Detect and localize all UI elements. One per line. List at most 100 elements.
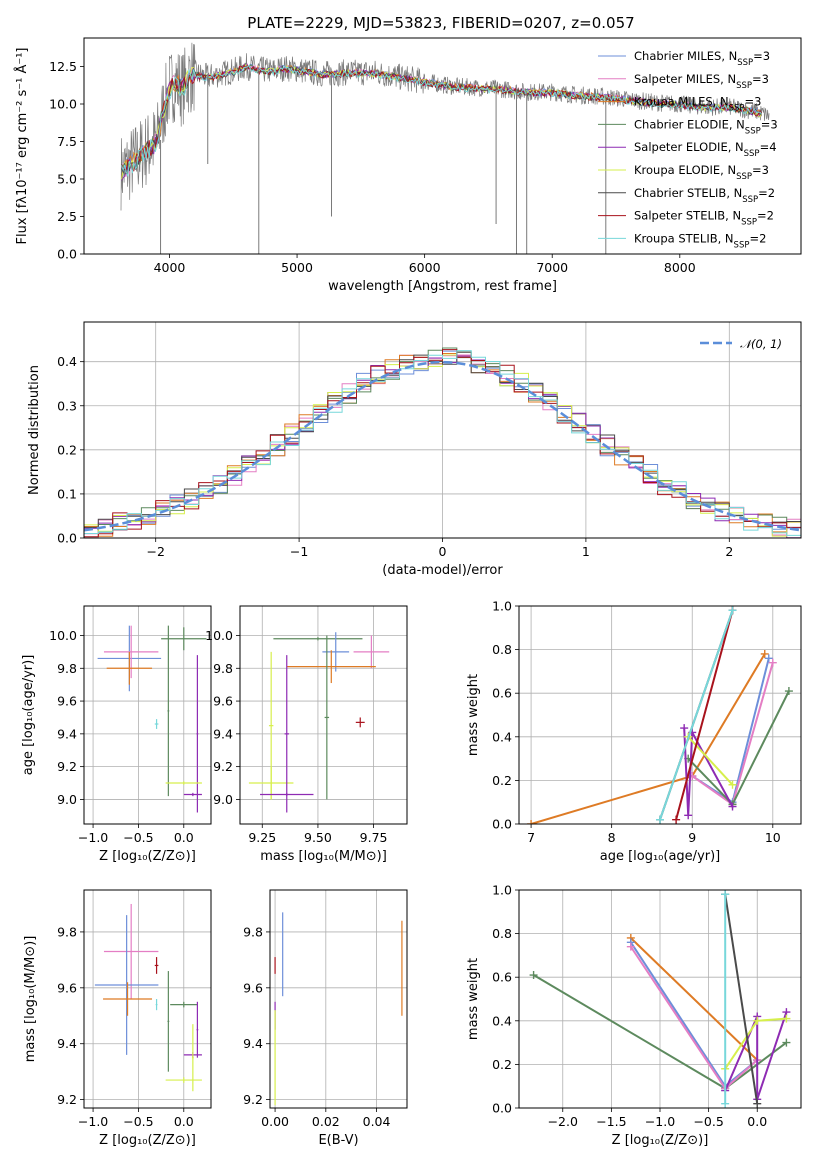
weight-point-marker <box>529 971 538 980</box>
weight_vs_Z-ylabel: mass weight <box>466 958 481 1040</box>
errorbar-point <box>154 719 159 729</box>
errorbar-point <box>284 655 289 813</box>
age_vs_Z-xlabel: Z [log₁₀(Z/Z⊙)] <box>99 849 196 864</box>
weight_vs_age-plot-area <box>527 606 793 824</box>
weight_vs_Z-plot-area <box>529 890 791 1108</box>
mass_vs_ebv-ytick-label: 9.4 <box>243 1036 263 1051</box>
mass_vs_Z-frame <box>83 889 212 1109</box>
weight_vs_age-xtick-label: 7 <box>527 830 535 845</box>
histogram-step-line <box>84 350 801 536</box>
errorbar-point <box>165 781 202 785</box>
weight_vs_Z-xlabel: Z [log₁₀(Z/Z⊙)] <box>612 1133 709 1148</box>
weight_vs_age-ytick-label: 0.6 <box>492 686 512 701</box>
mass_vs_Z-ytick-label: 9.6 <box>57 980 77 995</box>
errorbar-point <box>103 982 153 1016</box>
weight-point-marker <box>527 820 536 824</box>
weight_vs_Z-ytick-label: 0.2 <box>492 1057 512 1072</box>
weight-series-line <box>675 610 734 820</box>
weight-point-marker <box>721 890 730 899</box>
mass_vs_ebv-frame <box>269 889 408 1109</box>
spectrum-frame <box>83 37 802 255</box>
spectrum-ylabel: Flux [fλ10⁻¹⁷ erg cm⁻² s⁻¹ Å⁻¹] <box>14 48 30 245</box>
mass_vs_Z-xtick-label: 0.0 <box>174 1114 194 1129</box>
weight_vs_Z-ytick-label: 0.8 <box>492 926 512 941</box>
weight_vs_Z-panel: −2.0 −1.5 −1.0 −0.5 0.0 0.0 0.2 0.4 0.6 0.8 1.0 Z [… <box>466 883 802 1148</box>
residual_hist-ytick-label: 0.3 <box>57 398 77 413</box>
spectrum-xlabel: wavelength [Angstrom, rest frame] <box>328 279 557 294</box>
weight_vs_age-ytick-label: 0.2 <box>492 773 512 788</box>
weight_vs_age-ylabel: mass weight <box>466 674 481 756</box>
spectrum-ytick-label: 5.0 <box>57 172 77 187</box>
weight-point-marker <box>784 687 793 696</box>
age_vs_Z-frame <box>83 605 212 825</box>
weight-point-marker <box>728 802 737 811</box>
age_vs_mass-plot-area <box>248 632 390 813</box>
errorbar-point <box>286 650 376 684</box>
age_vs_mass-ytick-label: 9.8 <box>213 661 233 676</box>
weight_vs_Z-xtick-label: 0.0 <box>747 1114 767 1129</box>
age_vs_Z-xtick-label: 0.0 <box>174 830 194 845</box>
errorbar-point <box>191 1024 194 1092</box>
age_vs_mass-xtick-label: 9.75 <box>360 830 388 845</box>
legend-label: Chabrier MILES, NSSP=3 <box>634 49 770 68</box>
legend-label: Chabrier STELIB, NSSP=2 <box>634 186 775 205</box>
spectrum-xtick-label: 8000 <box>664 260 696 275</box>
mass_vs_ebv-plot-area <box>274 912 403 1106</box>
errorbar-point <box>106 651 153 685</box>
age_vs_Z-ytick-label: 10.0 <box>49 628 77 643</box>
figure-title: PLATE=2229, MJD=53823, FIBERID=0207, z=0… <box>247 14 634 32</box>
weight_vs_Z-xtick-label: −0.5 <box>693 1114 723 1129</box>
weight_vs_Z-xtick-label: −1.5 <box>596 1114 626 1129</box>
residual_hist-xtick-label: −2 <box>146 544 164 559</box>
errorbar-point <box>273 637 363 641</box>
legend-label: Salpeter ELODIE, NSSP=4 <box>634 140 777 159</box>
residual_hist-xtick-label: −1 <box>290 544 308 559</box>
mass_vs_ebv-ytick-label: 9.6 <box>243 980 263 995</box>
age_vs_Z-ytick-label: 9.8 <box>57 661 77 676</box>
spectrum-xtick-label: 7000 <box>536 260 568 275</box>
weight-point-marker <box>768 658 777 667</box>
weight-point-marker <box>728 606 737 615</box>
errorbar-point <box>154 957 159 974</box>
model-spectrum-line <box>121 64 762 175</box>
weight-point-marker <box>782 1014 791 1023</box>
mass_vs_Z-ytick-label: 9.4 <box>57 1036 77 1051</box>
age_vs_Z-plot-area <box>97 625 207 813</box>
spectrum-xtick-label: 6000 <box>409 260 441 275</box>
weight-series-line <box>530 653 766 824</box>
legend-label: Kroupa ELODIE, NSSP=3 <box>634 163 769 182</box>
age_vs_mass-xtick-label: 9.25 <box>248 830 276 845</box>
residual_hist-xtick-label: 2 <box>725 544 733 559</box>
age_vs_Z-xtick-label: −1.0 <box>78 830 108 845</box>
age_vs_mass-ytick-label: 9.6 <box>213 694 233 709</box>
errorbar-point <box>170 1001 198 1008</box>
legend-label: Chabrier ELODIE, NSSP=3 <box>634 117 778 136</box>
weight_vs_age-ytick-label: 0.0 <box>492 817 512 832</box>
errorbar-point <box>355 717 365 728</box>
age_vs_mass-ytick-label: 9.0 <box>213 792 233 807</box>
residual_hist-xtick-label: 0 <box>439 544 447 559</box>
age_vs_mass-ytick-label: 10.0 <box>205 628 233 643</box>
weight-series-line <box>629 946 758 1090</box>
spectrum-ytick-label: 12.5 <box>49 59 77 74</box>
errorbar-point <box>103 625 159 679</box>
spectrum-ytick-label: 10.0 <box>49 97 77 112</box>
weight-point-marker <box>753 1099 762 1108</box>
errorbar-point <box>103 903 159 999</box>
spectrum-ytick-label: 7.5 <box>57 134 77 149</box>
gaussian-curve <box>84 360 801 532</box>
weight_vs_age-xlabel: age [log₁₀(age/yr)] <box>600 849 721 864</box>
weight-point-marker <box>721 1099 730 1108</box>
weight_vs_age-xtick-label: 10 <box>765 830 781 845</box>
weight-series <box>626 938 762 1091</box>
errorbar-point <box>167 971 170 1072</box>
spectrum-xtick-label: 4000 <box>154 260 186 275</box>
spectrum-ytick-label: 2.5 <box>57 209 77 224</box>
weight-series-line <box>683 728 734 816</box>
errorbar-point <box>155 999 158 1011</box>
errorbar-point <box>353 635 390 669</box>
weight-series <box>680 724 737 820</box>
weight_vs_age-ytick-label: 1.0 <box>492 599 512 614</box>
mass_vs_ebv-ytick-label: 9.2 <box>243 1092 263 1107</box>
weight-point-marker <box>684 811 693 820</box>
